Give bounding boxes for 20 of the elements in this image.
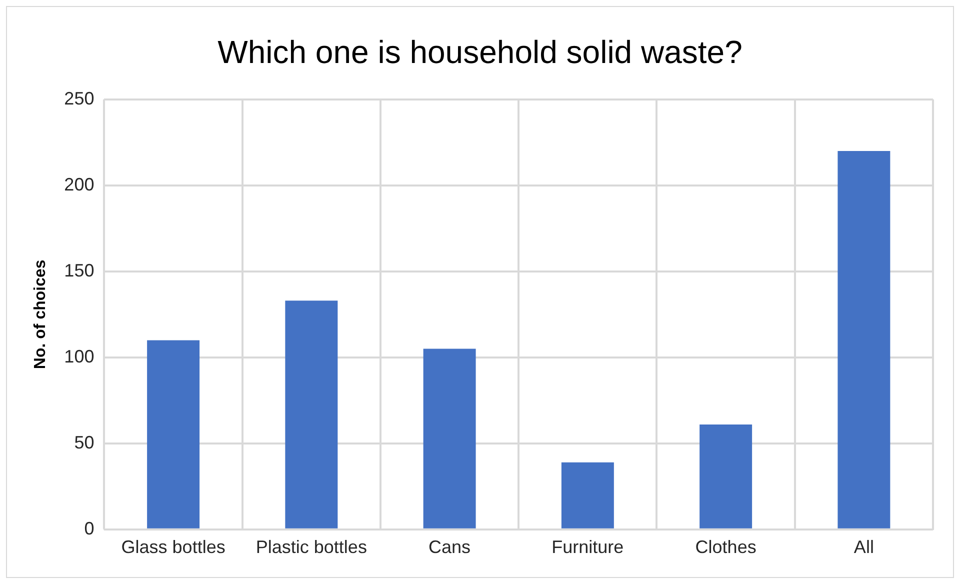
y-tick-label: 250 [64, 88, 94, 108]
x-tick-label: Glass bottles [121, 537, 226, 558]
y-tick-label: 0 [84, 518, 94, 538]
bar [285, 300, 338, 528]
x-tick-label: Plastic bottles [256, 537, 367, 558]
bar [838, 151, 890, 528]
bar [700, 424, 752, 528]
x-tick-label: Clothes [695, 537, 756, 558]
y-tick-label: 200 [64, 174, 94, 194]
x-tick-label: All [854, 537, 874, 558]
x-tick-label: Furniture [552, 537, 624, 558]
chart-title: Which one is household solid waste? [218, 34, 742, 70]
y-tick-label: 150 [64, 260, 94, 280]
y-tick-label: 50 [74, 432, 94, 452]
y-axis-title: No. of choices [32, 260, 50, 370]
bar [147, 340, 200, 528]
bar [561, 462, 614, 528]
y-tick-label: 100 [64, 346, 94, 366]
bar [423, 348, 476, 528]
x-tick-label: Cans [428, 537, 471, 558]
